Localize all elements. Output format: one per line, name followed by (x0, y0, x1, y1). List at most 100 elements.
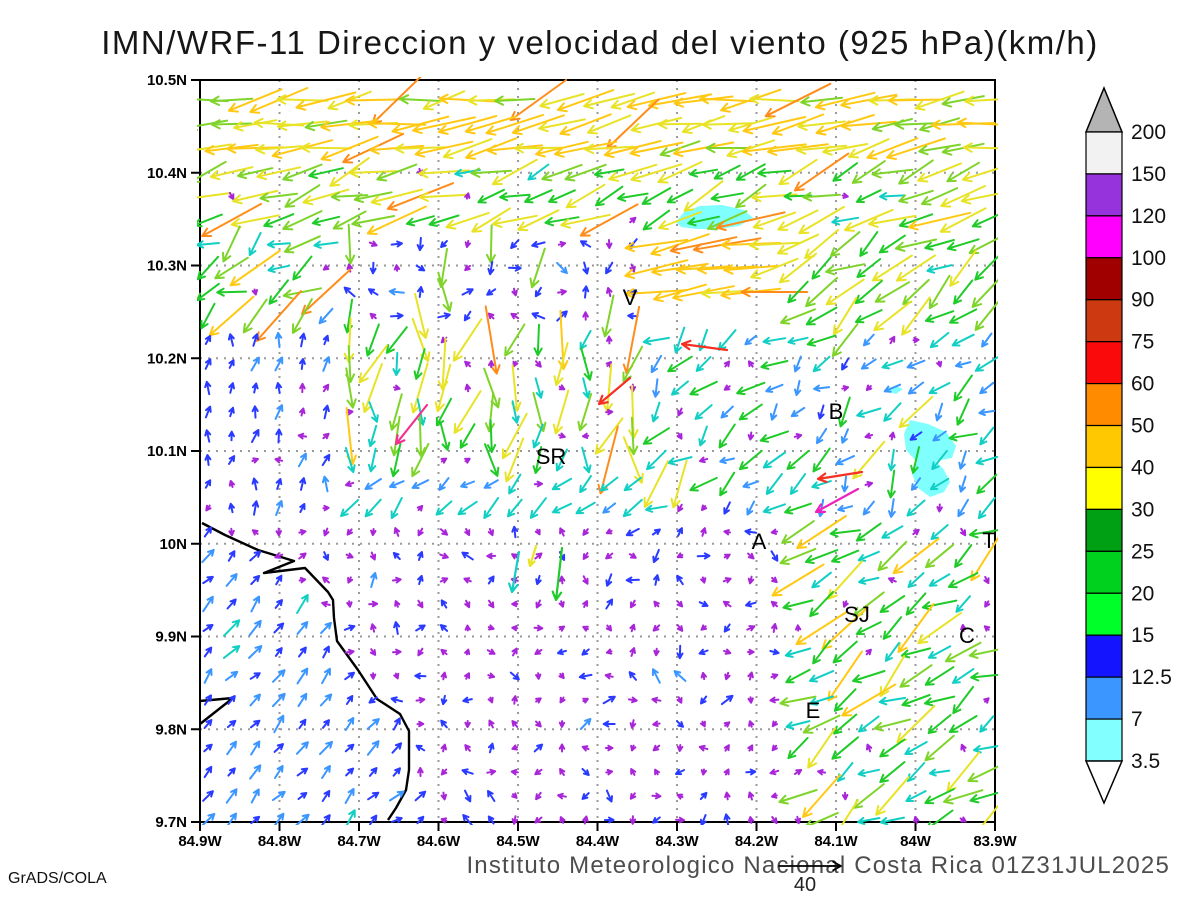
wind-arrow (209, 166, 254, 181)
wind-arrow (747, 791, 755, 801)
wind-arrow (394, 403, 429, 446)
wind-arrow (322, 383, 330, 393)
wind-arrow (296, 667, 309, 685)
wind-arrow (805, 276, 839, 308)
wind-arrow (879, 761, 906, 783)
wind-arrow (981, 804, 998, 825)
wind-arrow (587, 114, 632, 135)
wind-arrow (295, 741, 309, 755)
wind-arrow (825, 278, 865, 306)
wind-arrow (777, 233, 819, 255)
wind-arrow (881, 525, 904, 539)
wind-arrow (535, 720, 542, 728)
wind-arrow (575, 501, 596, 515)
wind-arrow (453, 390, 482, 434)
wind-arrow (629, 792, 637, 800)
wind-arrow (782, 599, 814, 611)
wind-arrow (204, 479, 212, 489)
wind-arrow (910, 477, 922, 491)
wind-arrow (298, 646, 307, 658)
wind-arrow (578, 672, 593, 680)
colorbar-label: 30 (1131, 498, 1154, 521)
wind-arrow (439, 624, 449, 632)
wind-arrow (605, 573, 613, 587)
wind-arrow (201, 548, 215, 564)
wind-arrow (855, 309, 883, 324)
wind-arrow (499, 192, 531, 202)
wind-arrow (251, 477, 259, 491)
wind-arrow (700, 720, 706, 728)
wind-arrow (804, 549, 839, 564)
wind-arrow (322, 432, 330, 440)
wind-arrow (392, 648, 402, 656)
wind-arrow (676, 744, 684, 752)
wind-arrow (747, 552, 755, 560)
wind-arrow (683, 180, 724, 212)
wind-arrow (321, 600, 331, 608)
wind-arrow (921, 599, 958, 611)
wind-arrow (582, 285, 590, 299)
wind-arrow (723, 264, 779, 275)
colorbar-label: 90 (1131, 289, 1154, 312)
wind-arrow (604, 744, 614, 752)
colorbar-segment (1085, 257, 1123, 301)
wind-arrow (511, 600, 519, 608)
wind-arrow (299, 503, 306, 513)
wind-arrow (699, 791, 708, 801)
wind-arrow (298, 718, 307, 730)
colorbar-label: 7 (1131, 708, 1143, 731)
wind-arrow (786, 450, 810, 470)
wind-arrow (200, 302, 216, 330)
wind-arrow (887, 448, 896, 472)
wind-arrow (924, 310, 955, 323)
wind-arrow (866, 137, 919, 160)
wind-arrow (779, 695, 817, 707)
wind-arrow (582, 815, 589, 825)
wind-arrow (602, 695, 616, 705)
wind-arrow (582, 552, 589, 560)
wind-arrow (504, 437, 525, 483)
wind-arrow (907, 381, 925, 395)
wind-arrow (210, 119, 253, 130)
wind-arrow (952, 668, 975, 684)
wind-arrow (677, 503, 684, 513)
wind-arrow (417, 767, 424, 777)
wind-arrow (894, 238, 938, 252)
wind-arrow (459, 423, 476, 449)
wind-arrow (321, 790, 331, 802)
wind-arrow (658, 211, 702, 231)
wind-arrow (771, 563, 825, 597)
wind-arrow (369, 551, 377, 561)
wind-arrow (967, 765, 998, 783)
wind-arrow (805, 811, 839, 825)
wind-arrow (296, 621, 309, 635)
wind-arrow (769, 696, 780, 704)
wind-arrow (719, 456, 736, 465)
wind-arrow (723, 553, 731, 560)
coastline-path (199, 696, 235, 725)
wind-arrow (319, 693, 333, 707)
wind-arrow (204, 429, 212, 443)
wind-arrow (629, 141, 684, 157)
wind-arrow (790, 406, 806, 418)
wind-arrow (800, 96, 843, 107)
wind-arrow (968, 648, 998, 659)
wind-arrow (437, 271, 453, 313)
wind-arrow (698, 425, 708, 447)
wind-arrow (831, 549, 860, 564)
wind-arrow (534, 286, 542, 298)
y-tick-label: 9.9N (155, 629, 187, 646)
wind-arrow (416, 720, 425, 728)
wind-arrow (222, 645, 241, 659)
wind-arrow (250, 356, 260, 372)
wind-arrow (344, 671, 355, 681)
wind-arrow (944, 641, 982, 663)
x-tick-label: 84W (900, 833, 932, 850)
wind-arrow (440, 671, 447, 681)
wind-arrow (641, 187, 672, 205)
wind-arrow (605, 408, 614, 416)
wind-arrow (414, 672, 427, 680)
wind-arrow (366, 718, 380, 730)
wind-arrow (322, 334, 330, 346)
wind-arrow (230, 214, 280, 229)
